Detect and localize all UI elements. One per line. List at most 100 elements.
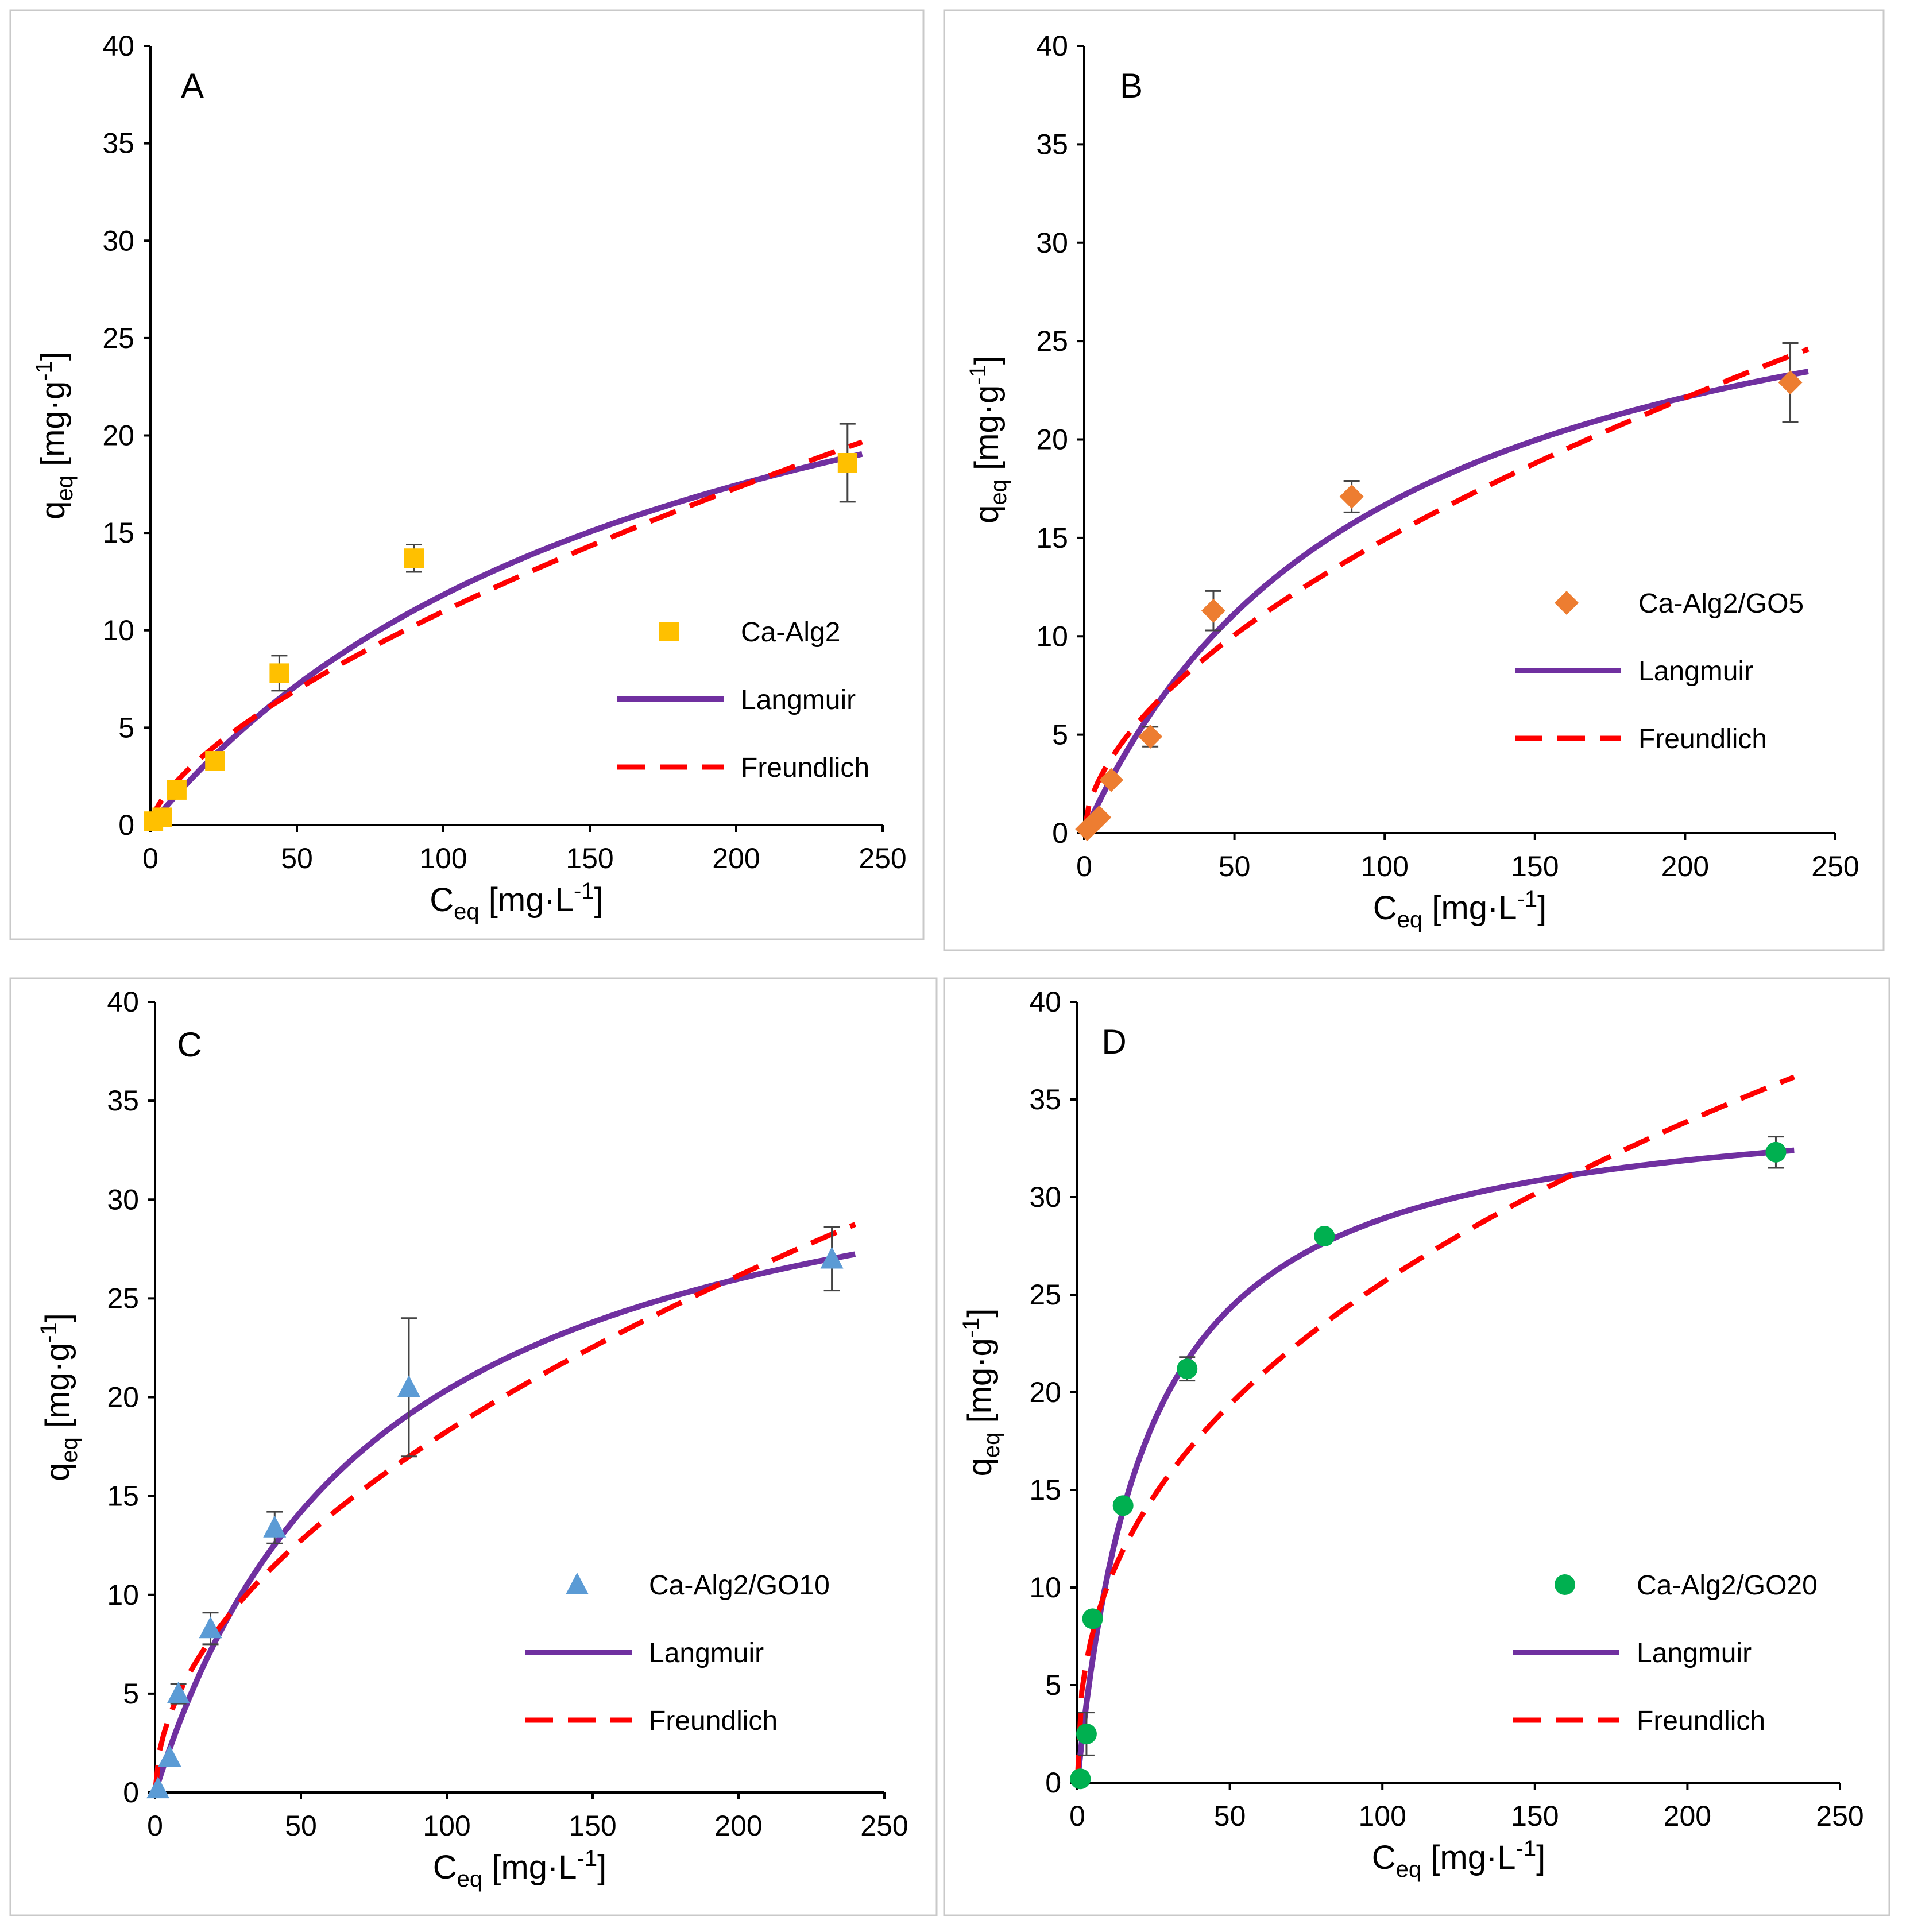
y-axis-title-main: q xyxy=(961,1458,999,1476)
y-tick-label: 5 xyxy=(1052,719,1068,751)
x-tick-label: 200 xyxy=(712,842,760,874)
x-axis-title-main: C xyxy=(430,881,454,919)
panel-letter: B xyxy=(1120,67,1143,105)
legend-label: Freundlich xyxy=(1637,1706,1765,1736)
y-tick-label: 35 xyxy=(107,1085,139,1117)
chart-panel-a: 0 5 10 15 20 25 30 35 40 0 50 100 150 200 250 Ceq [mg·L… xyxy=(9,9,925,940)
legend: Ca-Alg2 Langmuir Freundlich xyxy=(617,617,869,783)
x-tick-label: 0 xyxy=(1069,1800,1085,1832)
x-tick-label: 200 xyxy=(714,1810,762,1842)
data-point xyxy=(1765,1141,1787,1163)
x-axis-title-sup: -1 xyxy=(1516,1836,1537,1861)
x-tick-label: 250 xyxy=(859,842,906,874)
data-point xyxy=(199,1616,222,1639)
y-axis-title-sub: eq xyxy=(52,475,78,501)
panel-frame xyxy=(9,977,938,1916)
legend-label: Freundlich xyxy=(741,753,869,783)
y-tick-label: 20 xyxy=(1036,424,1068,456)
data-point xyxy=(397,1375,420,1397)
y-tick-label: 10 xyxy=(1036,620,1068,652)
x-axis-title: Ceq [mg·L-1] xyxy=(433,1846,606,1892)
y-tick-label: 15 xyxy=(1029,1474,1061,1506)
y-axis-title-close: ] xyxy=(39,1313,76,1322)
chart-panel-c: 0 5 10 15 20 25 30 35 40 0 50 100 150 200 250 Ceq [mg·L… xyxy=(9,977,938,1916)
legend-label: Langmuir xyxy=(1638,656,1753,687)
legend-label: Freundlich xyxy=(1638,724,1767,754)
y-axis-title-main: q xyxy=(39,1463,76,1481)
y-axis-title-close: ] xyxy=(961,1308,999,1318)
x-axis-title-close: ] xyxy=(597,1849,606,1886)
legend-marker-icon xyxy=(566,1573,589,1594)
y-axis-title-sub: eq xyxy=(986,479,1011,505)
y-tick-label: 5 xyxy=(123,1678,139,1710)
freundlich-fit-line xyxy=(152,1222,856,1793)
y-tick-label: 15 xyxy=(102,517,134,549)
y-tick-label: 5 xyxy=(118,711,134,744)
x-axis-title-main: C xyxy=(433,1849,457,1886)
x-tick-label: 0 xyxy=(147,1810,163,1842)
legend-label: Langmuir xyxy=(649,1638,764,1668)
x-axis-title-main: C xyxy=(1372,1839,1396,1876)
freundlich-fit-line xyxy=(1074,1074,1795,1783)
y-tick-label: 10 xyxy=(107,1579,139,1611)
y-axis-title-sup: -1 xyxy=(965,365,991,385)
x-tick-label: 150 xyxy=(566,842,613,874)
legend-label: Ca-Alg2 xyxy=(741,617,840,648)
x-tick-label: 250 xyxy=(860,1810,908,1842)
y-tick-label: 25 xyxy=(102,322,134,354)
x-tick-label: 100 xyxy=(1358,1800,1406,1832)
x-tick-label: 200 xyxy=(1664,1800,1711,1832)
panel-letter: C xyxy=(177,1025,202,1064)
legend: Ca-Alg2/GO20 Langmuir Freundlich xyxy=(1513,1570,1818,1736)
x-axis-title: Ceq [mg·L-1] xyxy=(430,878,603,924)
data-point xyxy=(205,751,225,771)
x-axis-title: Ceq [mg·L-1] xyxy=(1372,1836,1545,1882)
data-point xyxy=(1082,1608,1103,1629)
x-tick-label: 200 xyxy=(1661,850,1709,882)
x-tick-label: 250 xyxy=(1811,850,1859,882)
x-axis-title-sup: -1 xyxy=(1517,886,1538,912)
x-axis-title-close: ] xyxy=(594,881,604,919)
y-tick-label: 35 xyxy=(1036,128,1068,160)
x-tick-label: 50 xyxy=(281,842,313,874)
freundlich-fit-line xyxy=(1081,346,1810,834)
y-tick-label: 35 xyxy=(1029,1083,1061,1116)
y-tick-label: 0 xyxy=(123,1776,139,1809)
x-tick-label: 150 xyxy=(1511,850,1559,882)
y-tick-label: 30 xyxy=(1029,1181,1061,1213)
y-tick-label: 35 xyxy=(102,127,134,160)
data-point xyxy=(146,1776,170,1799)
y-axis-title-unit: [mg·g xyxy=(961,1338,999,1432)
data-point xyxy=(1070,1768,1091,1790)
data-point xyxy=(167,780,187,800)
legend-label: Ca-Alg2/GO20 xyxy=(1637,1570,1818,1601)
x-axis-title-sub: eq xyxy=(1397,907,1423,932)
legend-label: Ca-Alg2/GO10 xyxy=(649,1570,830,1601)
data-point xyxy=(1201,598,1225,623)
y-tick-label: 0 xyxy=(1045,1767,1061,1799)
panel-letter: A xyxy=(181,67,204,105)
x-axis-title-unit: [mg·L xyxy=(1421,1839,1515,1876)
x-tick-label: 150 xyxy=(569,1810,616,1842)
legend-marker-icon xyxy=(1555,1574,1575,1595)
x-tick-label: 150 xyxy=(1511,1800,1559,1832)
y-axis-title-sup: -1 xyxy=(36,1322,61,1343)
y-tick-label: 0 xyxy=(1052,817,1068,849)
data-point xyxy=(1314,1226,1335,1246)
data-point xyxy=(158,1745,181,1767)
x-tick-label: 50 xyxy=(1219,850,1251,882)
legend-marker-icon xyxy=(1555,591,1579,615)
x-axis-title-unit: [mg·L xyxy=(480,881,574,919)
y-tick-label: 40 xyxy=(1036,30,1068,62)
x-tick-label: 100 xyxy=(419,842,467,874)
y-tick-label: 0 xyxy=(118,809,134,841)
y-axis-title-sup: -1 xyxy=(958,1318,984,1338)
data-point xyxy=(167,1681,190,1703)
data-point xyxy=(1138,725,1163,749)
y-tick-label: 25 xyxy=(107,1282,139,1314)
data-point xyxy=(1778,370,1803,395)
panel-letter: D xyxy=(1101,1023,1126,1061)
y-tick-label: 25 xyxy=(1029,1279,1061,1311)
x-axis-title-unit: [mg·L xyxy=(1422,889,1517,927)
